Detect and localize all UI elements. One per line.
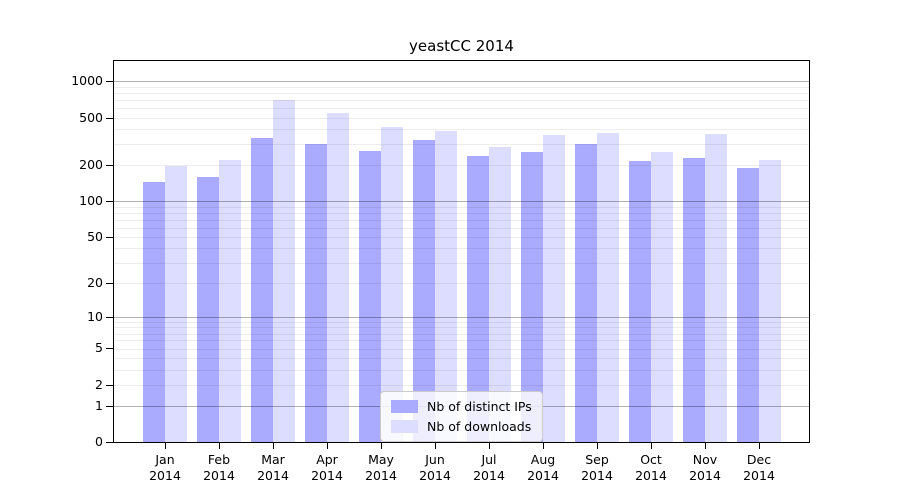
x-tick-label: Nov 2014: [689, 452, 721, 483]
y-tick: [106, 406, 113, 407]
bar-mar-downloads: [273, 99, 295, 442]
x-tick-label: Feb 2014: [203, 452, 235, 483]
x-tick: [381, 443, 382, 449]
y-tick: [106, 283, 113, 284]
bar-sep-ips: [575, 143, 597, 442]
bar-dec-ips: [737, 168, 759, 442]
y-tick-label: 2: [95, 377, 103, 392]
x-tick: [273, 443, 274, 449]
x-tick: [705, 443, 706, 449]
chart-title: yeastCC 2014: [409, 37, 514, 55]
bar-oct-downloads: [651, 151, 673, 442]
x-tick-label: May 2014: [365, 452, 397, 483]
x-tick: [651, 443, 652, 449]
bar-jul-downloads: [489, 146, 511, 442]
bar-apr-ips: [305, 143, 327, 442]
x-tick: [543, 443, 544, 449]
y-tick-label: 50: [87, 229, 103, 244]
bar-aug-ips: [521, 151, 543, 442]
y-tick-label: 1000: [71, 73, 103, 88]
bar-dec-downloads: [759, 159, 781, 442]
bar-feb-downloads: [219, 159, 241, 442]
legend-label-downloads: Nb of downloads: [427, 419, 532, 434]
bar-jun-downloads: [435, 130, 457, 442]
plot-area: Nb of distinct IPs Nb of downloads: [113, 60, 810, 443]
bar-nov-ips: [683, 158, 705, 442]
bar-jun-ips: [413, 139, 435, 442]
y-tick-label: 20: [87, 275, 103, 290]
legend-swatch-downloads: [391, 420, 418, 433]
y-tick: [106, 385, 113, 386]
bar-feb-ips: [197, 176, 219, 442]
bar-jan-ips: [143, 181, 165, 442]
x-tick-label: Jun 2014: [419, 452, 451, 483]
bar-oct-ips: [629, 160, 651, 442]
legend-label-distinct-ips: Nb of distinct IPs: [427, 399, 532, 414]
x-tick-label: Aug 2014: [527, 452, 559, 483]
y-tick: [106, 237, 113, 238]
bar-mar-ips: [251, 138, 273, 442]
x-tick: [435, 443, 436, 449]
bar-may-downloads: [381, 126, 403, 442]
y-tick-label: 200: [79, 157, 103, 172]
y-tick: [106, 201, 113, 202]
y-tick-label: 100: [79, 193, 103, 208]
y-tick-label: 1: [95, 398, 103, 413]
y-tick-label: 0: [95, 434, 103, 449]
x-tick: [489, 443, 490, 449]
bar-may-ips: [359, 150, 381, 442]
x-tick-label: Oct 2014: [635, 452, 667, 483]
x-tick: [165, 443, 166, 449]
x-tick-label: Dec 2014: [743, 452, 775, 483]
bar-jan-downloads: [165, 165, 187, 442]
x-tick: [597, 443, 598, 449]
y-tick: [106, 118, 113, 119]
bar-apr-downloads: [327, 112, 349, 442]
y-tick: [106, 348, 113, 349]
x-tick: [759, 443, 760, 449]
x-tick-label: Mar 2014: [257, 452, 289, 483]
legend-item-downloads: Nb of downloads: [391, 418, 532, 435]
bar-aug-downloads: [543, 134, 565, 442]
y-tick: [106, 165, 113, 166]
x-tick: [327, 443, 328, 449]
x-tick-label: Sep 2014: [581, 452, 613, 483]
bar-sep-downloads: [597, 132, 619, 442]
y-tick-label: 10: [87, 309, 103, 324]
bar-nov-downloads: [705, 134, 727, 442]
bars-layer: [114, 61, 809, 442]
y-tick-label: 5: [95, 340, 103, 355]
bar-jul-ips: [467, 155, 489, 442]
x-tick-label: Jan 2014: [149, 452, 181, 483]
legend-item-distinct-ips: Nb of distinct IPs: [391, 398, 532, 415]
y-tick: [106, 317, 113, 318]
x-tick-label: Jul 2014: [473, 452, 505, 483]
legend: Nb of distinct IPs Nb of downloads: [380, 391, 543, 442]
y-tick: [106, 81, 113, 82]
x-tick-label: Apr 2014: [311, 452, 343, 483]
x-tick: [219, 443, 220, 449]
y-tick: [106, 442, 113, 443]
y-tick-label: 500: [79, 110, 103, 125]
legend-swatch-distinct-ips: [391, 400, 418, 413]
